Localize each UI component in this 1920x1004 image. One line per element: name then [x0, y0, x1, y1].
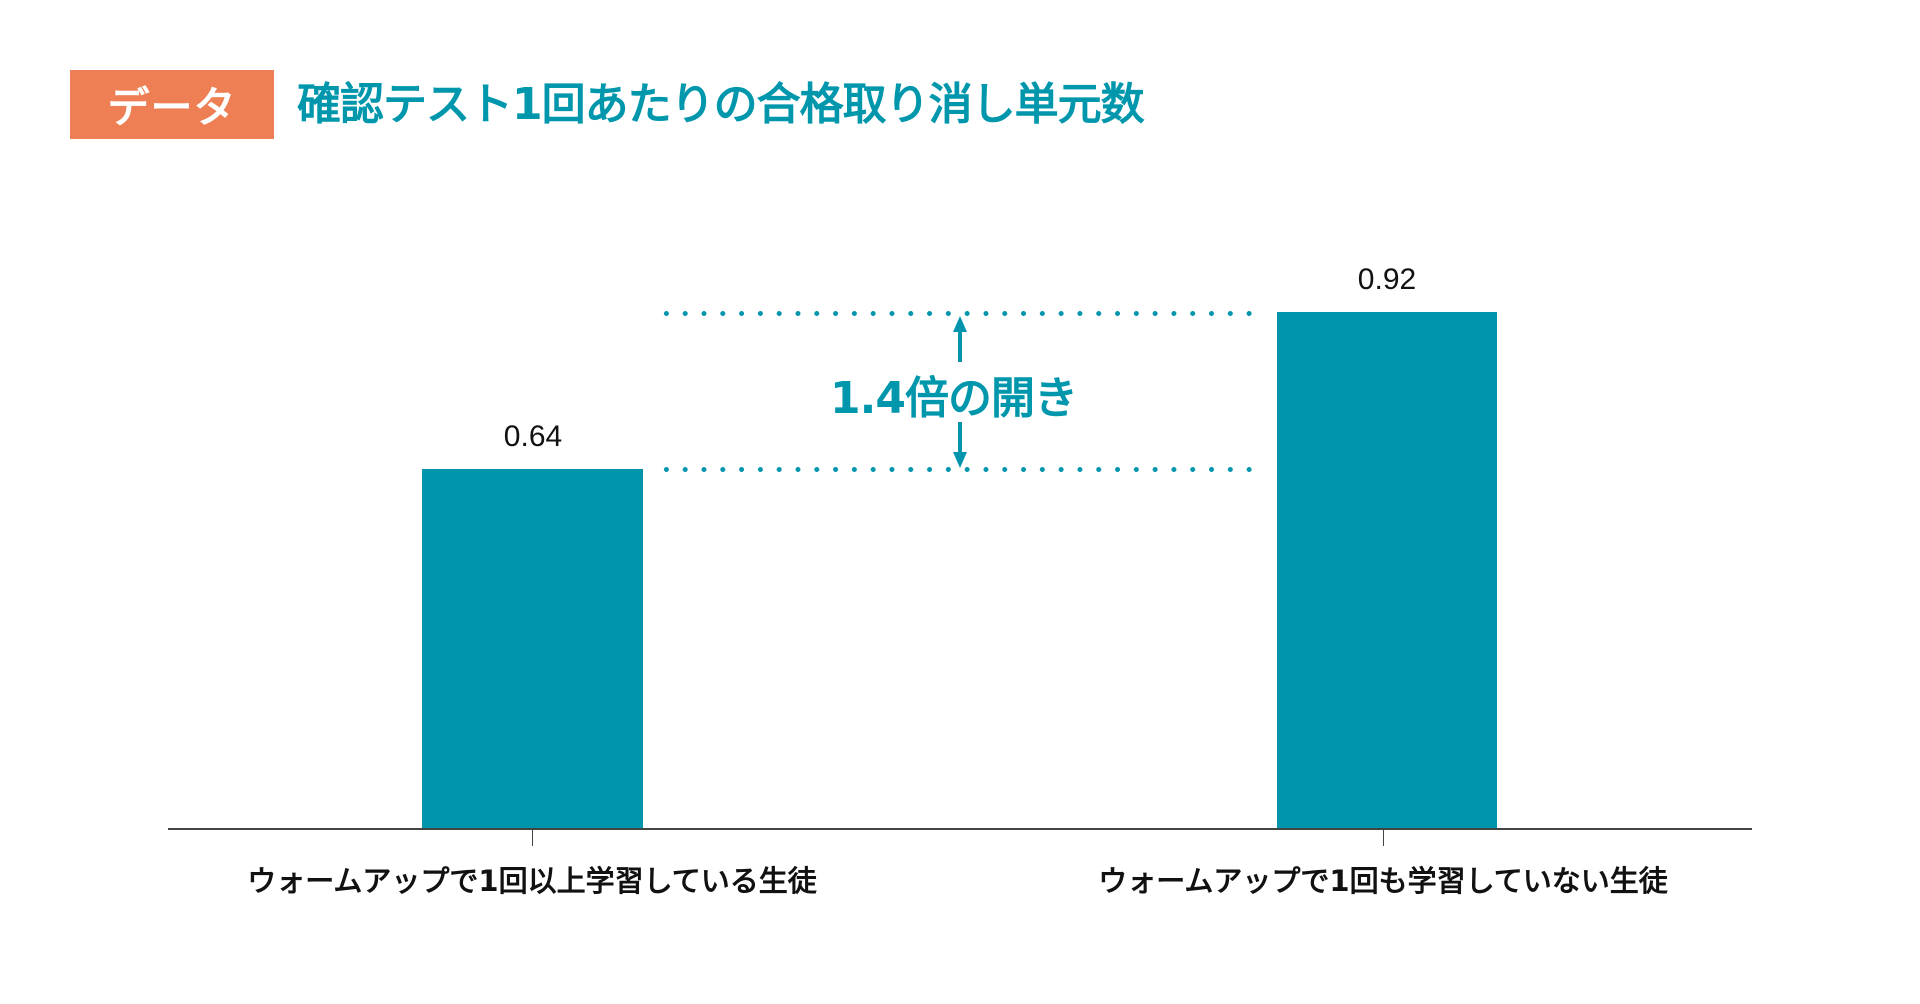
x-label-1: ウォームアップで1回以上学習している生徒: [247, 864, 817, 898]
reference-line-high: [657, 311, 1263, 316]
arrow-up-icon: [953, 316, 967, 362]
x-tick-2: [1383, 830, 1384, 846]
value-label-2: 0.92: [1357, 263, 1417, 296]
x-axis: [168, 828, 1752, 830]
bar-1: [422, 469, 643, 829]
gap-annotation: 1.4倍の開き: [830, 373, 1078, 424]
value-label-1: 0.64: [503, 420, 563, 453]
x-label-2: ウォームアップで1回も学習していない生徒: [1098, 864, 1668, 898]
data-badge: データ: [70, 70, 274, 139]
bar-2: [1277, 312, 1497, 829]
x-tick-1: [532, 830, 533, 846]
chart-title: 確認テスト1回あたりの合格取り消し単元数: [297, 79, 1145, 130]
reference-line-low: [657, 467, 1263, 472]
arrow-down-icon: [953, 422, 967, 468]
